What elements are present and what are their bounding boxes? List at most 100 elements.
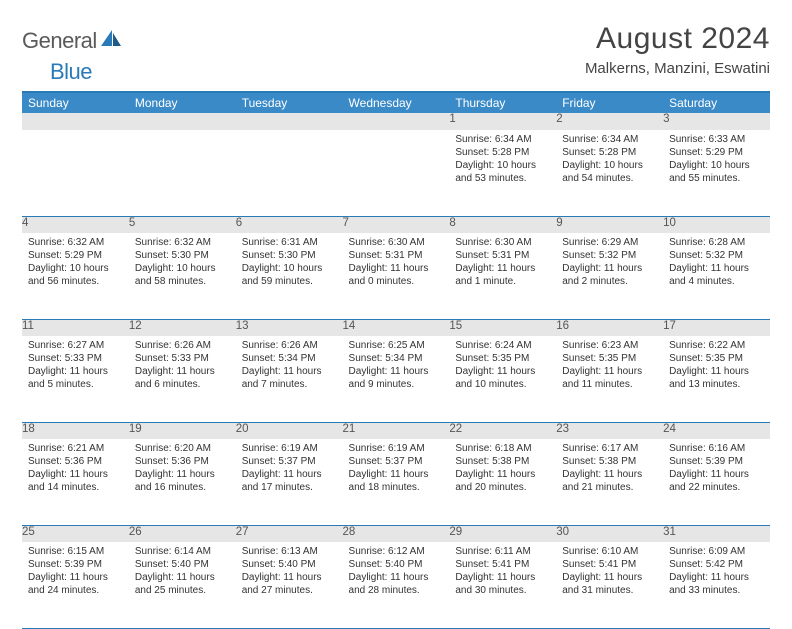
sunset-text: Sunset: 5:30 PM <box>242 249 337 262</box>
dl2-text: and 33 minutes. <box>669 584 764 597</box>
day-number-cell: 27 <box>236 525 343 542</box>
day-content: Sunrise: 6:34 AMSunset: 5:28 PMDaylight:… <box>449 130 556 189</box>
day-number-cell: 3 <box>663 113 770 130</box>
title-block: August 2024 Malkerns, Manzini, Eswatini <box>585 22 770 77</box>
day-content: Sunrise: 6:30 AMSunset: 5:31 PMDaylight:… <box>449 233 556 292</box>
day-cell: Sunrise: 6:33 AMSunset: 5:29 PMDaylight:… <box>663 130 770 216</box>
day-content: Sunrise: 6:13 AMSunset: 5:40 PMDaylight:… <box>236 542 343 601</box>
day-content: Sunrise: 6:17 AMSunset: 5:38 PMDaylight:… <box>556 439 663 498</box>
sunrise-text: Sunrise: 6:11 AM <box>455 545 550 558</box>
dl1-text: Daylight: 11 hours <box>455 262 550 275</box>
week-row: Sunrise: 6:32 AMSunset: 5:29 PMDaylight:… <box>22 233 770 319</box>
day-cell: Sunrise: 6:32 AMSunset: 5:30 PMDaylight:… <box>129 233 236 319</box>
day-content: Sunrise: 6:32 AMSunset: 5:30 PMDaylight:… <box>129 233 236 292</box>
sunrise-text: Sunrise: 6:34 AM <box>562 133 657 146</box>
day-number-cell: 11 <box>22 319 129 336</box>
day-content: Sunrise: 6:33 AMSunset: 5:29 PMDaylight:… <box>663 130 770 189</box>
calendar-page: General August 2024 Malkerns, Manzini, E… <box>0 0 792 629</box>
day-number-row: 11121314151617 <box>22 319 770 336</box>
day-cell: Sunrise: 6:18 AMSunset: 5:38 PMDaylight:… <box>449 439 556 525</box>
sunrise-text: Sunrise: 6:19 AM <box>242 442 337 455</box>
day-content: Sunrise: 6:23 AMSunset: 5:35 PMDaylight:… <box>556 336 663 395</box>
dl1-text: Daylight: 11 hours <box>349 468 444 481</box>
day-number-cell: 1 <box>449 113 556 130</box>
sunset-text: Sunset: 5:39 PM <box>669 455 764 468</box>
dl1-text: Daylight: 11 hours <box>455 571 550 584</box>
day-content: Sunrise: 6:27 AMSunset: 5:33 PMDaylight:… <box>22 336 129 395</box>
day-cell: Sunrise: 6:15 AMSunset: 5:39 PMDaylight:… <box>22 542 129 628</box>
day-content: Sunrise: 6:20 AMSunset: 5:36 PMDaylight:… <box>129 439 236 498</box>
sunrise-text: Sunrise: 6:30 AM <box>455 236 550 249</box>
dl1-text: Daylight: 11 hours <box>562 468 657 481</box>
week-row: Sunrise: 6:34 AMSunset: 5:28 PM Daylight:… <box>22 130 770 216</box>
day-number-cell: 28 <box>343 525 450 542</box>
sunset-text: Sunset: 5:37 PM <box>242 455 337 468</box>
day-cell: Sunrise: 6:22 AMSunset: 5:35 PMDaylight:… <box>663 336 770 422</box>
dl2-text: and 13 minutes. <box>669 378 764 391</box>
sunrise-text: Sunrise: 6:22 AM <box>669 339 764 352</box>
brand-word-1: General <box>22 28 97 54</box>
sunrise-text: Sunrise: 6:31 AM <box>242 236 337 249</box>
sunrise-text: Sunrise: 6:21 AM <box>28 442 123 455</box>
dl2-text: and 58 minutes. <box>135 275 230 288</box>
day-cell: Sunrise: 6:26 AMSunset: 5:33 PMDaylight:… <box>129 336 236 422</box>
day-cell: Sunrise: 6:27 AMSunset: 5:33 PMDaylight:… <box>22 336 129 422</box>
dl1-text: Daylight: 11 hours <box>28 571 123 584</box>
dl1-text: Daylight: 11 hours <box>135 468 230 481</box>
sunrise-text: Sunrise: 6:20 AM <box>135 442 230 455</box>
dl2-text: and 1 minute. <box>455 275 550 288</box>
day-cell: Sunrise: 6:14 AMSunset: 5:40 PMDaylight:… <box>129 542 236 628</box>
day-content: Sunrise: 6:25 AMSunset: 5:34 PMDaylight:… <box>343 336 450 395</box>
sunrise-text: Sunrise: 6:30 AM <box>349 236 444 249</box>
dl2-text: and 55 minutes. <box>669 172 764 185</box>
day-number-cell: 29 <box>449 525 556 542</box>
day-number-cell: 17 <box>663 319 770 336</box>
dl1-text: Daylight: 11 hours <box>562 571 657 584</box>
sunrise-text: Sunrise: 6:16 AM <box>669 442 764 455</box>
dl1-text: Daylight: 10 hours <box>669 159 764 172</box>
day-content: Sunrise: 6:22 AMSunset: 5:35 PMDaylight:… <box>663 336 770 395</box>
dl2-text: and 53 minutes. <box>455 172 550 185</box>
sunrise-text: Sunrise: 6:26 AM <box>242 339 337 352</box>
dl1-text: Daylight: 11 hours <box>349 365 444 378</box>
location-text: Malkerns, Manzini, Eswatini <box>585 60 770 77</box>
day-number-cell: 8 <box>449 216 556 233</box>
day-content: Sunrise: 6:19 AMSunset: 5:37 PMDaylight:… <box>343 439 450 498</box>
day-number-cell: 14 <box>343 319 450 336</box>
sunrise-text: Sunrise: 6:29 AM <box>562 236 657 249</box>
dl2-text: and 17 minutes. <box>242 481 337 494</box>
dl2-text: and 54 minutes. <box>562 172 657 185</box>
day-cell <box>22 130 129 216</box>
weekday-header: Thursday <box>449 93 556 113</box>
dl1-text: Daylight: 11 hours <box>242 468 337 481</box>
day-content: Sunrise: 6:32 AMSunset: 5:29 PMDaylight:… <box>22 233 129 292</box>
sunset-text: Sunset: 5:33 PM <box>135 352 230 365</box>
dl1-text: Daylight: 10 hours <box>242 262 337 275</box>
sunrise-text: Sunrise: 6:14 AM <box>135 545 230 558</box>
dl2-text: and 25 minutes. <box>135 584 230 597</box>
sunset-text: Sunset: 5:31 PM <box>455 249 550 262</box>
day-content: Sunrise: 6:28 AMSunset: 5:32 PMDaylight:… <box>663 233 770 292</box>
day-cell: Sunrise: 6:30 AMSunset: 5:31 PMDaylight:… <box>343 233 450 319</box>
sunrise-text: Sunrise: 6:23 AM <box>562 339 657 352</box>
day-content: Sunrise: 6:16 AMSunset: 5:39 PMDaylight:… <box>663 439 770 498</box>
sunrise-text: Sunrise: 6:10 AM <box>562 545 657 558</box>
brand-word-2: Blue <box>50 59 92 84</box>
sunset-text: Sunset: 5:34 PM <box>349 352 444 365</box>
dl2-text: and 18 minutes. <box>349 481 444 494</box>
day-number-cell: 19 <box>129 422 236 439</box>
sunset-text: Sunset: 5:40 PM <box>349 558 444 571</box>
dl2-text: and 27 minutes. <box>242 584 337 597</box>
sunset-text: Sunset: 5:40 PM <box>135 558 230 571</box>
sunrise-text: Sunrise: 6:09 AM <box>669 545 764 558</box>
day-content: Sunrise: 6:21 AMSunset: 5:36 PMDaylight:… <box>22 439 129 498</box>
day-content: Sunrise: 6:19 AMSunset: 5:37 PMDaylight:… <box>236 439 343 498</box>
day-number-cell: 23 <box>556 422 663 439</box>
day-content: Sunrise: 6:26 AMSunset: 5:34 PMDaylight:… <box>236 336 343 395</box>
sunset-text: Sunset: 5:35 PM <box>669 352 764 365</box>
day-number-cell: 4 <box>22 216 129 233</box>
sunset-text: Sunset: 5:28 PM <box>562 146 657 159</box>
dl2-text: and 10 minutes. <box>455 378 550 391</box>
sunset-text: Sunset: 5:35 PM <box>455 352 550 365</box>
sunset-text: Sunset: 5:36 PM <box>135 455 230 468</box>
